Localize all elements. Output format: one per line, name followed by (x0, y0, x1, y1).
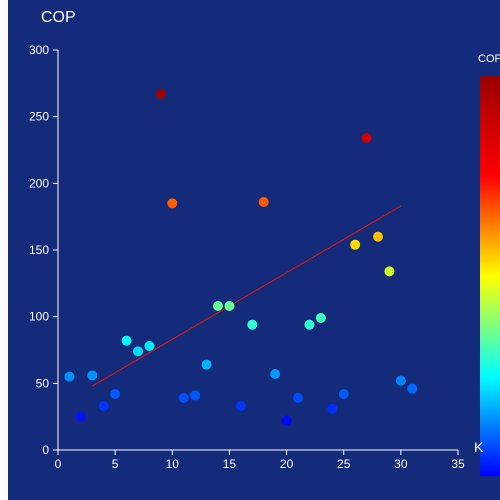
data-point (395, 375, 406, 386)
x-tick-label: 30 (394, 457, 408, 471)
axes-layer: 0 50 100 150 200 250 300 0 5 10 15 20 25 30 35 (29, 43, 465, 471)
data-point (315, 313, 326, 323)
data-point (247, 319, 258, 330)
x-tick-label: 10 (166, 457, 180, 471)
data-point (144, 341, 155, 351)
visual-map-title: COP (478, 53, 500, 65)
visual-map[interactable] (480, 76, 500, 476)
data-point (110, 389, 121, 399)
data-point (64, 371, 75, 382)
data-point (407, 383, 418, 394)
data-point (121, 335, 132, 346)
visual-map-bar (480, 76, 500, 476)
data-point (235, 401, 246, 411)
data-point (304, 319, 315, 330)
data-point (373, 231, 383, 242)
y-tick-label: 200 (29, 176, 49, 190)
data-point (87, 370, 98, 381)
data-point (327, 403, 338, 414)
data-point (201, 359, 212, 370)
data-point (361, 133, 372, 143)
data-point (133, 346, 143, 357)
x-axis-title: K (474, 439, 484, 455)
data-point (167, 198, 178, 209)
x-tick-label: 35 (451, 457, 465, 471)
y-tick-label: 150 (29, 243, 49, 257)
data-point (338, 389, 349, 399)
data-point (281, 415, 292, 426)
chart-background (8, 0, 500, 500)
y-tick-label: 250 (29, 110, 49, 124)
x-tick-label: 20 (280, 457, 294, 471)
data-point (190, 390, 201, 401)
data-point (98, 401, 109, 411)
data-point (270, 369, 281, 379)
x-tick-label: 5 (112, 457, 119, 471)
y-axis-title: COP (41, 9, 76, 26)
data-point (258, 197, 269, 207)
data-point (224, 301, 235, 311)
data-point (384, 266, 395, 277)
points-layer (64, 89, 418, 426)
data-point (293, 393, 303, 403)
y-tick-label: 50 (36, 376, 50, 390)
y-tick-label: 100 (29, 310, 49, 324)
y-tick-label: 300 (29, 43, 49, 57)
data-point (155, 89, 166, 99)
x-tick-label: 0 (55, 457, 62, 471)
trend-layer (91, 205, 402, 387)
data-point (178, 393, 189, 403)
data-point (350, 239, 361, 250)
trend-line (91, 205, 402, 387)
x-tick-label: 25 (337, 457, 351, 471)
data-point (75, 411, 86, 422)
data-point (213, 301, 223, 311)
x-tick-label: 15 (223, 457, 237, 471)
y-tick-label: 0 (42, 443, 49, 457)
